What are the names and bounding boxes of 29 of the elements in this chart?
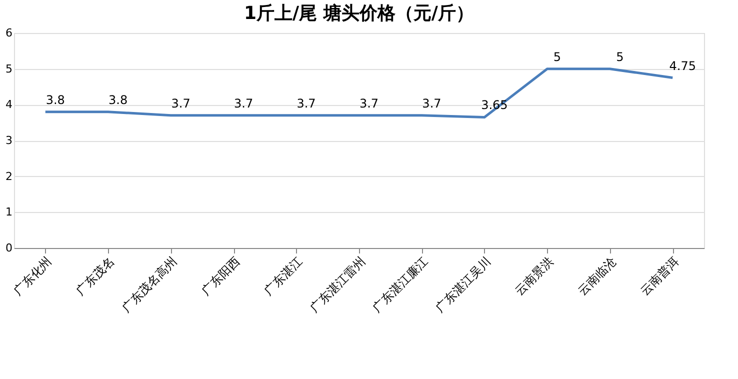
x-tick-label: 广东茂名 [73, 254, 118, 298]
y-tick-label: 1 [6, 206, 12, 219]
x-tick-label: 广东化州 [10, 254, 54, 298]
data-label: 5 [553, 50, 561, 64]
data-label: 4.75 [669, 58, 696, 73]
data-label: 3.7 [171, 96, 190, 110]
x-tick-label: 云南普洱 [638, 254, 682, 298]
data-label: 5 [616, 50, 624, 64]
y-tick-label: 0 [6, 242, 12, 254]
x-tick-label: 广东湛江吴川 [432, 254, 494, 315]
y-tick-label: 3 [6, 134, 12, 147]
y-tick-label: 4 [6, 98, 12, 112]
y-tick-label: 5 [6, 62, 12, 76]
data-label: 3.7 [296, 96, 316, 110]
data-label: 3.7 [422, 96, 442, 110]
x-tick-label: 广东湛江 [261, 254, 306, 298]
x-tick-label: 云南景洪 [512, 254, 556, 298]
x-tick-label: 广东茂名高州 [118, 254, 180, 315]
data-label: 3.7 [359, 96, 379, 110]
data-label: 3.8 [108, 92, 128, 107]
data-label: 3.8 [46, 92, 65, 107]
data-label: 3.7 [234, 96, 254, 110]
y-tick-label: 6 [6, 26, 12, 40]
chart-title: 1斤上/尾 塘头价格（元/斤） [244, 3, 474, 24]
x-tick-label: 广东阳西 [198, 254, 243, 298]
x-tick-label: 广东湛江雷州 [307, 254, 368, 315]
y-tick-label: 2 [6, 170, 12, 183]
x-tick-label: 广东湛江廉江 [370, 254, 431, 315]
x-tick-label: 云南临沧 [575, 254, 619, 298]
